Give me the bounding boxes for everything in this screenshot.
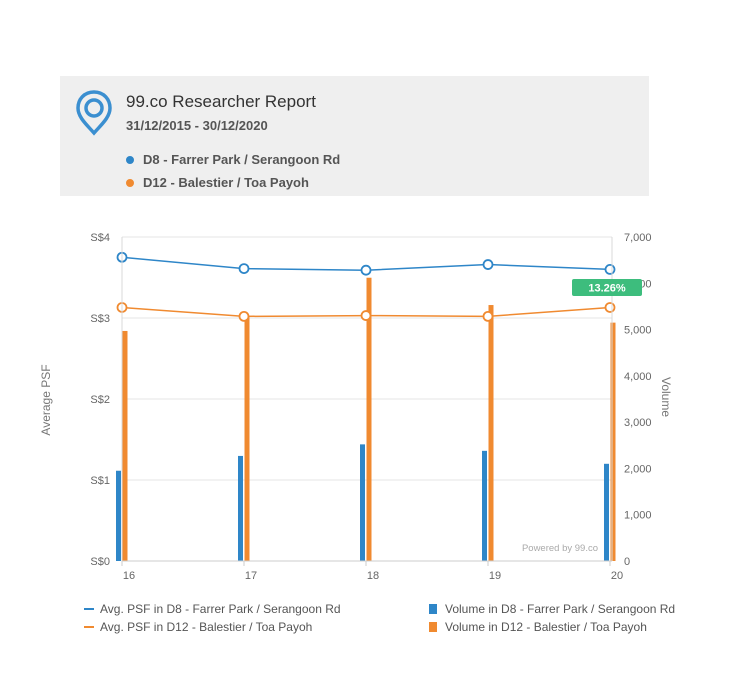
powered-by-watermark: Powered by 99.co xyxy=(522,543,598,554)
y-right-tick-label: 0 xyxy=(624,556,630,568)
legend-dot-d8 xyxy=(126,155,134,164)
y-left-axis-title: Average PSF xyxy=(39,364,53,435)
data-point-d12 xyxy=(238,310,250,322)
bar-d12 xyxy=(366,277,372,561)
legend-label-vol-d8: Volume in D8 - Farrer Park / Serangoon R… xyxy=(445,602,676,616)
y-right-tick-label: 1,000 xyxy=(624,510,652,522)
header-legend-label-d8: D8 - Farrer Park / Serangoon Rd xyxy=(143,152,341,167)
legend-item-vol-d8[interactable]: Volume in D8 - Farrer Park / Serangoon R… xyxy=(429,600,675,618)
bottom-legend-left: Avg. PSF in D8 - Farrer Park / Serangoon… xyxy=(84,600,341,636)
y-left-tick-label: S$0 xyxy=(90,556,110,568)
legend-box-d8 xyxy=(429,604,437,614)
y-left-tick-label: S$3 xyxy=(90,313,110,325)
legend-item-psf-d8[interactable]: Avg. PSF in D8 - Farrer Park / Serangoon… xyxy=(84,600,341,618)
bar-d8 xyxy=(116,470,121,561)
bar-d12 xyxy=(488,305,494,561)
y-left-tick-label: S$2 xyxy=(90,394,110,406)
report-title: 99.co Researcher Report xyxy=(126,92,316,111)
header-legend-item-d8: D8 - Farrer Park / Serangoon Rd xyxy=(126,148,340,171)
y-right-tick-label: 3,000 xyxy=(624,417,652,429)
bar-d8 xyxy=(482,450,487,561)
data-point-d8 xyxy=(604,263,616,275)
x-tick-label: 20 xyxy=(611,570,623,582)
bar-d12 xyxy=(610,322,616,561)
y-left-tick-label: S$4 xyxy=(90,232,110,244)
bar-d8 xyxy=(604,463,609,561)
header-legend-label-d12: D12 - Balestier / Toa Payoh xyxy=(143,175,309,190)
header-legend: D8 - Farrer Park / Serangoon Rd D12 - Ba… xyxy=(126,148,340,194)
y-right-tick-label: 7,000 xyxy=(624,232,652,244)
data-point-d12 xyxy=(482,310,494,322)
legend-line-d8 xyxy=(84,608,94,610)
legend-label-psf-d8: Avg. PSF in D8 - Farrer Park / Serangoon… xyxy=(100,602,341,616)
x-tick-label: 16 xyxy=(123,570,135,582)
legend-item-vol-d12[interactable]: Volume in D12 - Balestier / Toa Payoh xyxy=(429,618,675,636)
data-point-d8 xyxy=(482,259,494,270)
change-badge-label: 13.26% xyxy=(588,283,626,295)
x-tick-label: 19 xyxy=(489,570,501,582)
bar-d12 xyxy=(244,317,250,561)
legend-label-vol-d12: Volume in D12 - Balestier / Toa Payoh xyxy=(445,620,647,634)
legend-item-psf-d12[interactable]: Avg. PSF in D12 - Balestier / Toa Payoh xyxy=(84,618,341,636)
x-tick-label: 18 xyxy=(367,570,379,582)
y-right-tick-label: 2,000 xyxy=(624,463,652,475)
report-header: 99.co Researcher Report 31/12/2015 - 30/… xyxy=(60,76,649,196)
bar-d12 xyxy=(122,330,128,561)
legend-box-d12 xyxy=(429,622,437,632)
data-point-d12 xyxy=(360,310,372,321)
legend-line-d12 xyxy=(84,626,94,628)
header-legend-item-d12: D12 - Balestier / Toa Payoh xyxy=(126,171,340,194)
date-range: 31/12/2015 - 30/12/2020 xyxy=(126,118,268,133)
bottom-legend-right: Volume in D8 - Farrer Park / Serangoon R… xyxy=(429,600,675,636)
location-pin-icon xyxy=(76,90,112,136)
y-right-axis-title: Volume xyxy=(659,377,673,417)
data-point-d12 xyxy=(604,302,616,313)
y-left-tick-label: S$1 xyxy=(90,475,110,487)
y-right-tick-label: 4,000 xyxy=(624,371,652,383)
data-point-d8 xyxy=(238,263,250,274)
y-right-tick-label: 5,000 xyxy=(624,325,652,337)
bar-d8 xyxy=(360,444,365,561)
chart-area: S$0 S$1 S$2 S$3 S$4 0 1,000 2,000 3,000 4,000 5,00… xyxy=(39,232,673,582)
x-tick-label: 17 xyxy=(245,570,257,582)
legend-label-psf-d12: Avg. PSF in D12 - Balestier / Toa Payoh xyxy=(100,620,313,634)
change-badge xyxy=(572,279,642,296)
legend-dot-d12 xyxy=(126,178,134,187)
data-point-d8 xyxy=(360,264,372,276)
bar-d8 xyxy=(238,455,243,561)
